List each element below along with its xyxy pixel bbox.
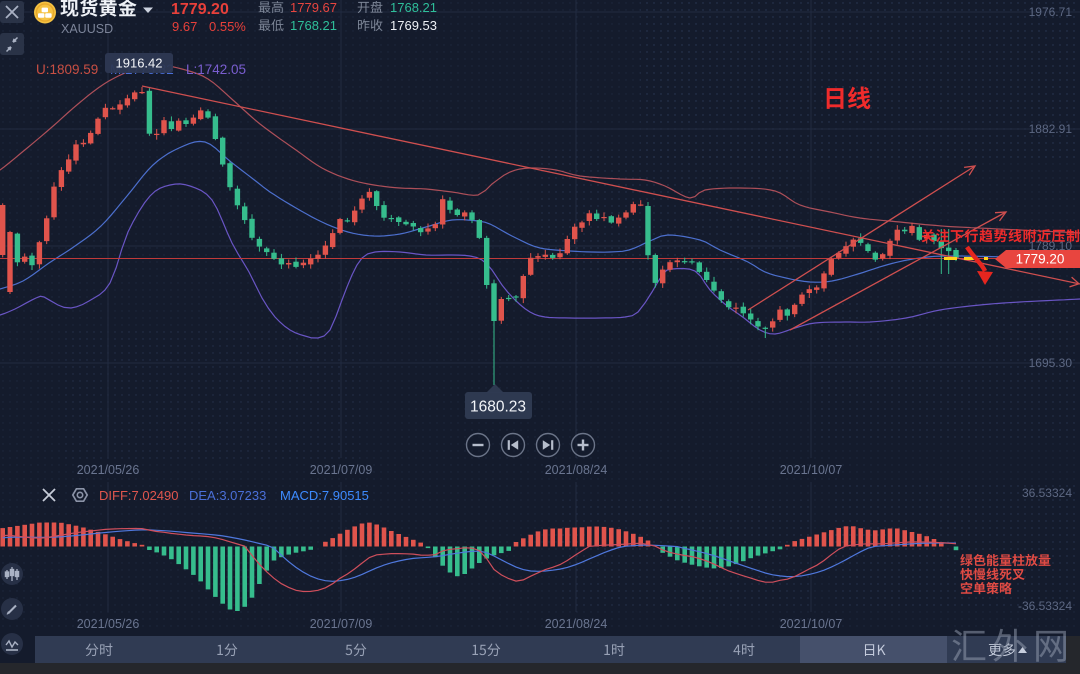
svg-text:1779.67: 1779.67 xyxy=(290,0,337,15)
svg-text:1916.42: 1916.42 xyxy=(116,56,163,71)
svg-text:2021/05/26: 2021/05/26 xyxy=(77,463,140,477)
svg-text:DIFF:7.02490: DIFF:7.02490 xyxy=(99,488,179,503)
svg-text:2021/05/26: 2021/05/26 xyxy=(77,617,140,631)
svg-text:U:1809.59: U:1809.59 xyxy=(36,62,98,77)
svg-text:1769.53: 1769.53 xyxy=(390,18,437,33)
svg-text:1789.10: 1789.10 xyxy=(1029,239,1073,253)
svg-text:9.67: 9.67 xyxy=(172,19,197,34)
svg-text:1695.30: 1695.30 xyxy=(1029,356,1073,370)
svg-text:0.55%: 0.55% xyxy=(209,19,246,34)
svg-text:2021/08/24: 2021/08/24 xyxy=(545,463,608,477)
svg-text:MACD:7.90515: MACD:7.90515 xyxy=(280,488,369,503)
svg-text:1882.91: 1882.91 xyxy=(1029,122,1073,136)
svg-text:2021/07/09: 2021/07/09 xyxy=(310,617,373,631)
svg-text:1779.20: 1779.20 xyxy=(1016,252,1065,267)
svg-text:1768.21: 1768.21 xyxy=(390,0,437,15)
svg-text:2021/10/07: 2021/10/07 xyxy=(780,617,843,631)
svg-text:DEA:3.07233: DEA:3.07233 xyxy=(189,488,266,503)
svg-text:1680.23: 1680.23 xyxy=(470,399,526,416)
svg-text:-36.53324: -36.53324 xyxy=(1018,599,1072,613)
svg-text:2021/10/07: 2021/10/07 xyxy=(780,463,843,477)
svg-text:XAUUSD: XAUUSD xyxy=(61,22,113,36)
svg-text:2021/07/09: 2021/07/09 xyxy=(310,463,373,477)
svg-text:1779.20: 1779.20 xyxy=(171,1,229,18)
svg-text:L:1742.05: L:1742.05 xyxy=(186,62,246,77)
svg-text:1976.71: 1976.71 xyxy=(1029,5,1073,19)
svg-text:2021/08/24: 2021/08/24 xyxy=(545,617,608,631)
svg-text:36.53324: 36.53324 xyxy=(1022,486,1072,500)
svg-text:1768.21: 1768.21 xyxy=(290,18,337,33)
